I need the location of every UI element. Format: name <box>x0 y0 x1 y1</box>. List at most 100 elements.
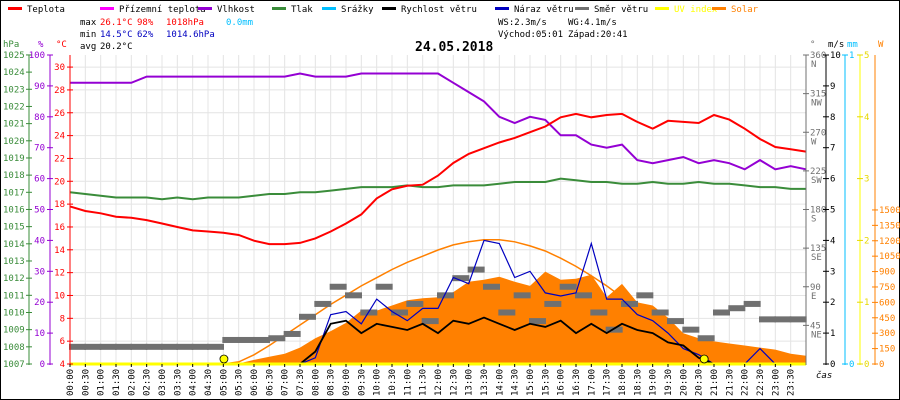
x-tick-label: 06:30 <box>265 369 275 396</box>
x-tick-label: 01:00 <box>97 369 107 396</box>
wind-direction-point <box>605 326 623 333</box>
pressure-tick-label: 1012 <box>3 274 25 284</box>
wind-direction-point <box>283 330 301 337</box>
wind-direction-point <box>130 343 148 350</box>
temperature-tick-label: 16 <box>54 223 65 233</box>
wind-direction-point <box>84 343 102 350</box>
x-tick-label: 18:30 <box>633 369 643 396</box>
legend-swatch <box>198 7 212 10</box>
pressure-tick-label: 1019 <box>3 154 25 164</box>
wind-direction-point <box>222 336 240 343</box>
max-press: 1018hPa <box>166 18 204 28</box>
sunrise: Východ:05:01 <box>498 30 563 40</box>
legend-swatch <box>100 7 114 10</box>
min-hum: 62% <box>137 30 154 40</box>
direction-tick-label: 225 <box>810 167 826 177</box>
legend-swatch <box>322 7 336 10</box>
pressure-tick-label: 1010 <box>3 308 25 318</box>
wind-tick-label: 5 <box>830 206 835 216</box>
x-tick-label: 22:00 <box>741 369 751 396</box>
direction-compass-label: NW <box>811 99 822 109</box>
solar-tick-label: 1050 <box>879 252 900 262</box>
x-tick-label: 18:00 <box>618 369 628 396</box>
x-tick-label: 02:30 <box>143 369 153 396</box>
temperature-tick-label: 8 <box>60 314 65 324</box>
x-tick-label: 05:00 <box>219 369 229 396</box>
wind-tick-label: 2 <box>830 298 835 308</box>
wind-tick-label: 3 <box>830 267 835 277</box>
wind-direction-point <box>452 275 470 282</box>
x-tick-label: 03:30 <box>173 369 183 396</box>
pressure-tick-label: 1015 <box>3 223 25 233</box>
humidity-tick-label: 90 <box>34 82 45 92</box>
wind-direction-point <box>697 335 715 342</box>
legend-label: UV index <box>674 5 718 15</box>
wind-direction-point <box>161 343 178 350</box>
solar-tick-label: 750 <box>879 283 895 293</box>
legend-swatch <box>272 7 286 10</box>
wind-tick-label: 4 <box>830 236 835 246</box>
solar-tick-label: 450 <box>879 314 895 324</box>
max-temp: 26.1°C <box>100 18 133 28</box>
wind-direction-point <box>529 318 546 325</box>
x-tick-label: 09:30 <box>357 369 367 396</box>
min-label: min <box>80 30 96 40</box>
x-tick-label: 05:30 <box>235 369 245 396</box>
wind-tick-label: 10 <box>830 51 841 61</box>
sunset-marker <box>699 354 709 364</box>
direction-compass-label: W <box>811 137 817 147</box>
wind-direction-point <box>667 318 684 325</box>
pressure-tick-label: 1007 <box>3 360 25 370</box>
legend-label: Srážky <box>341 5 374 15</box>
pressure-tick-label: 1009 <box>3 326 25 336</box>
humidity-tick-label: 80 <box>34 113 45 123</box>
solar-tick-label: 1500 <box>879 206 900 216</box>
solar-tick-label: 600 <box>879 298 895 308</box>
x-tick-label: 07:30 <box>296 369 306 396</box>
wind-tick-label: 8 <box>830 113 835 123</box>
wind-direction-point <box>99 343 117 350</box>
wind-direction-point <box>237 336 255 343</box>
direction-unit: ° <box>810 40 815 50</box>
wind-direction-point <box>69 343 86 350</box>
solar-unit: W <box>878 40 884 50</box>
pressure-tick-label: 1022 <box>3 102 25 112</box>
wind-direction-point <box>483 283 500 290</box>
wind-direction-point <box>299 313 316 320</box>
humidity-line <box>70 72 807 171</box>
pressure-tick-label: 1011 <box>3 291 25 301</box>
x-tick-label: 11:00 <box>403 369 413 396</box>
x-tick-label: 14:00 <box>495 369 505 396</box>
x-tick-label: 17:30 <box>603 369 613 396</box>
wind-direction-point <box>713 309 730 316</box>
x-tick-label: 21:00 <box>710 369 720 396</box>
temperature-tick-label: 10 <box>54 291 65 301</box>
x-tick-label: 23:30 <box>787 369 797 396</box>
direction-tick-label: 180 <box>810 206 826 216</box>
x-axis-label: čas <box>816 370 832 381</box>
pressure-tick-label: 1014 <box>3 240 25 250</box>
pressure-tick-label: 1013 <box>3 257 25 267</box>
uv-tick-label: 4 <box>864 113 869 123</box>
direction-tick-label: 90 <box>810 283 821 293</box>
rain-unit: mm <box>847 40 858 50</box>
humidity-tick-label: 70 <box>34 144 45 154</box>
stats-block: max 26.1°C 98% 1018hPa 0.0mm min 14.5°C … <box>80 18 628 52</box>
humidity-tick-label: 10 <box>34 329 45 339</box>
legend-label: Přízemní teplota <box>119 5 206 15</box>
humidity-tick-label: 100 <box>29 51 45 61</box>
wind-direction-point <box>743 300 761 307</box>
pressure-tick-label: 1020 <box>3 137 25 147</box>
solar-tick-label: 0 <box>879 360 884 370</box>
temperature-tick-label: 28 <box>54 86 65 96</box>
x-tick-label: 22:30 <box>756 369 766 396</box>
wind-direction-point <box>253 336 270 343</box>
x-tick-label: 12:30 <box>449 369 459 396</box>
avg-label: avg <box>80 42 96 52</box>
x-tick-label: 03:00 <box>158 369 168 396</box>
humidity-tick-label: 60 <box>34 175 45 185</box>
legend-swatch <box>655 7 669 10</box>
wind-direction-point <box>268 335 286 342</box>
x-tick-label: 15:30 <box>541 369 551 396</box>
